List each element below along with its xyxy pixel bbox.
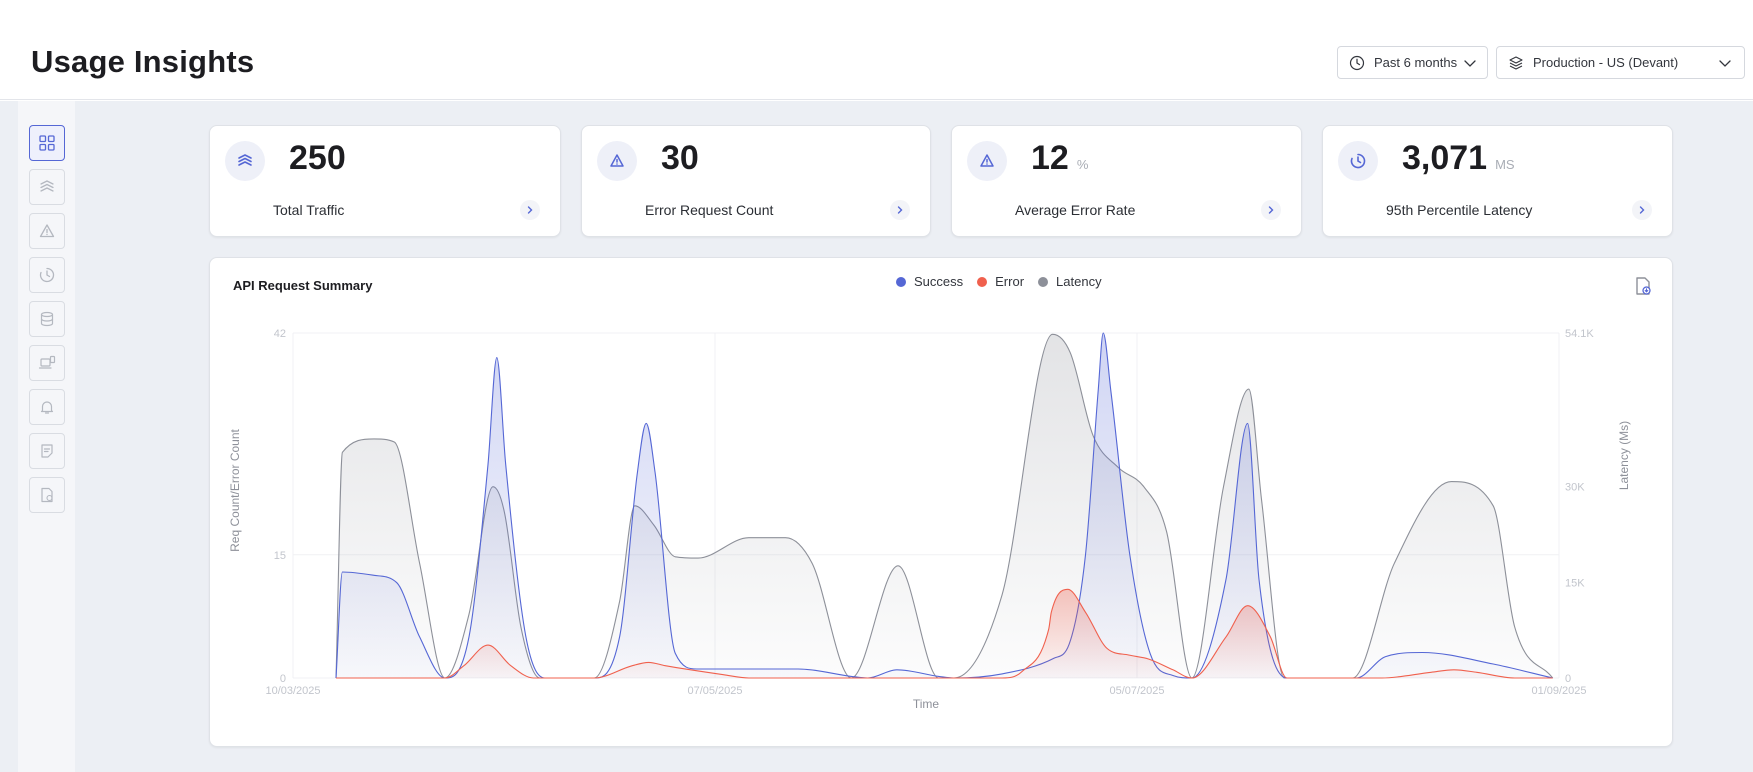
chevron-right-icon [1639,206,1645,214]
time-range-value: Past 6 months [1374,55,1458,70]
time-range-dropdown[interactable]: Past 6 months [1337,46,1488,79]
clock-icon [1349,55,1365,70]
metric-label: Error Request Count [645,202,774,218]
sidebar-item-database[interactable] [29,301,65,337]
page-title: Usage Insights [31,44,255,79]
bell-icon [40,401,54,414]
pie-clock-icon [1350,153,1366,169]
sidebar-item-traffic[interactable] [29,169,65,205]
layers-icon [238,154,252,166]
x-axis-title: Time [913,697,940,711]
sidebar-item-devices[interactable] [29,345,65,381]
legend-dot [977,276,988,287]
legend-label: Success [914,274,964,289]
y-tick-label: 0 [280,673,286,685]
export-file-icon[interactable] [1632,275,1654,297]
sidebar-item-overview[interactable] [29,125,65,161]
card-icon-badge [1338,141,1378,181]
metric-value: 250 [289,139,346,177]
sidebar-item-reports[interactable] [29,433,65,469]
y2-tick-label: 15K [1565,577,1585,589]
legend-item-latency[interactable]: Latency [1038,274,1102,289]
x-tick-label: 07/05/2025 [687,685,742,697]
metric-card-average-error-rate: 12% Average Error Rate [951,125,1302,237]
warning-icon [610,154,624,167]
warning-icon [980,154,994,167]
legend-dot [1038,276,1049,287]
chart-legend: Success Error Latency [896,274,1102,289]
y2-tick-label: 0 [1565,673,1571,685]
chart-title: API Request Summary [233,278,373,293]
chevron-right-icon [527,206,533,214]
metric-value: 3,071 MS [1402,139,1515,177]
y2-tick-label: 54.1K [1565,328,1594,340]
api-request-summary-card: 0 15 42 10/03/2025 07/05/2025 05/07/2025 01/09… [209,257,1673,747]
x-tick-label: 01/09/2025 [1531,685,1586,697]
metric-value: 30 [661,139,699,177]
environment-dropdown[interactable]: Production - US (Devant) [1496,46,1745,79]
pie-clock-icon [39,267,55,283]
card-icon-badge [967,141,1007,181]
series-area-error [336,589,1553,678]
series-area-success [336,333,1553,678]
legend-item-success[interactable]: Success [896,274,963,289]
details-button[interactable] [1632,200,1652,220]
y2-tick-label: 30K [1565,482,1585,494]
top-bar [0,0,1753,100]
legend-item-error[interactable]: Error [977,274,1024,289]
environment-value: Production - US (Devant) [1533,55,1679,70]
legend-label: Error [995,274,1025,289]
grid-icon [39,135,55,151]
metric-card-latency: 3,071 MS 95th Percentile Latency [1322,125,1673,237]
database-icon [40,311,54,327]
document-icon [41,444,53,458]
export-file-icon [41,487,53,503]
x-tick-label: 05/07/2025 [1109,685,1164,697]
y-axis-title: Req Count/Error Count [228,428,242,551]
details-button[interactable] [890,200,910,220]
details-button[interactable] [1261,200,1281,220]
chevron-down-icon [1719,59,1731,67]
warning-icon [39,224,55,238]
legend-label: Latency [1056,274,1102,289]
chevron-down-icon [1464,59,1476,67]
metric-card-total-traffic: 250 Total Traffic [209,125,561,237]
metric-label: Average Error Rate [1015,202,1136,218]
metric-label: Total Traffic [273,202,345,218]
metric-value: 12% [1031,139,1089,177]
devices-icon [38,355,56,369]
area-chart: 0 15 42 10/03/2025 07/05/2025 05/07/2025 01/09… [228,328,1631,711]
details-button[interactable] [520,200,540,220]
sidebar-item-export[interactable] [29,477,65,513]
sidebar-item-errors[interactable] [29,213,65,249]
chevron-right-icon [1268,206,1274,214]
y-tick-label: 15 [274,550,286,562]
series-line-error [335,588,1553,679]
legend-dot [896,276,906,287]
metric-card-error-request-count: 30 Error Request Count [581,125,931,237]
sidebar-item-latency[interactable] [29,257,65,293]
chevron-right-icon [897,206,903,214]
series-line-success [335,332,1553,679]
x-tick-label: 10/03/2025 [265,685,320,697]
card-icon-badge [597,141,637,181]
layers-icon [40,180,54,192]
y2-axis-title: Latency (Ms) [1617,421,1631,490]
y-tick-label: 42 [274,328,286,340]
layers-icon [1509,55,1523,70]
card-icon-badge [225,141,265,181]
sidebar-item-alerts[interactable] [29,389,65,425]
metric-label: 95th Percentile Latency [1386,202,1533,218]
